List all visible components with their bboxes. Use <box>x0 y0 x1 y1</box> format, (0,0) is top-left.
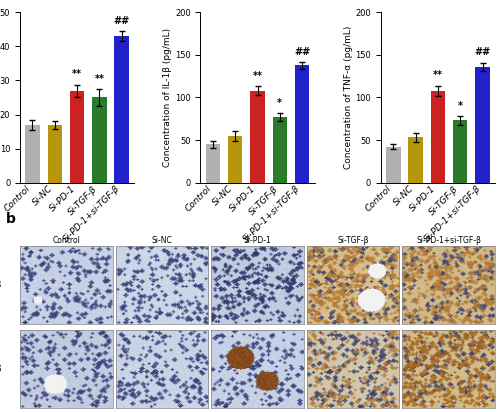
Bar <box>48 125 62 183</box>
Y-axis label: CD3: CD3 <box>0 280 2 290</box>
Text: *: * <box>278 98 282 108</box>
Title: Si-PD-1+si-TGF-β: Si-PD-1+si-TGF-β <box>416 236 481 245</box>
Bar <box>250 91 265 183</box>
Bar <box>228 136 242 183</box>
Bar <box>272 117 287 183</box>
Text: b: b <box>6 212 16 226</box>
Text: **: ** <box>433 70 443 80</box>
Y-axis label: Concentration of TNF-α (pg/mL): Concentration of TNF-α (pg/mL) <box>344 26 352 169</box>
Bar <box>206 144 220 183</box>
Text: **: ** <box>72 70 82 80</box>
Title: Control: Control <box>52 236 80 245</box>
Bar <box>386 147 400 183</box>
Text: ##: ## <box>114 16 130 26</box>
Title: Si-PD-1: Si-PD-1 <box>244 236 272 245</box>
Text: ##: ## <box>474 47 490 57</box>
Text: **: ** <box>94 74 104 84</box>
Text: *: * <box>458 101 462 111</box>
Bar <box>408 138 423 183</box>
Y-axis label: CD8: CD8 <box>0 364 2 374</box>
Text: **: ** <box>252 71 262 81</box>
Bar <box>453 120 468 183</box>
Bar <box>295 65 310 183</box>
Y-axis label: Concentration of IL-1β (pg/mL): Concentration of IL-1β (pg/mL) <box>163 28 172 167</box>
Text: ##: ## <box>294 47 310 56</box>
Title: Si-TGF-β: Si-TGF-β <box>338 236 369 245</box>
Bar <box>476 67 490 183</box>
Bar <box>92 98 106 183</box>
Bar <box>430 91 445 183</box>
Bar <box>25 125 40 183</box>
Bar <box>70 91 84 183</box>
Title: Si-NC: Si-NC <box>152 236 172 245</box>
Bar <box>114 36 129 183</box>
